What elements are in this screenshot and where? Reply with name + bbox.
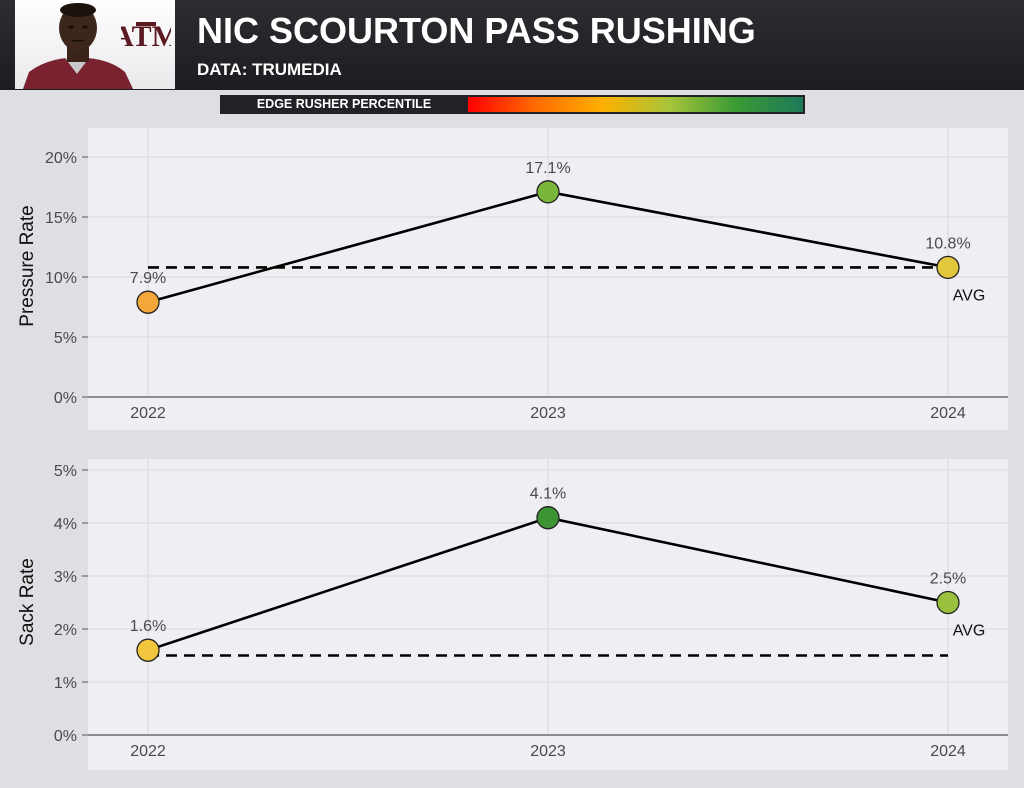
data-label: 1.6% bbox=[130, 618, 166, 635]
player-photo-panel: ATM bbox=[15, 0, 175, 89]
page-title: NIC SCOURTON PASS RUSHING bbox=[197, 10, 756, 51]
chart-panel-2: 0% 1% 2% 3% 4% 5% 2022 2023 2024 Sack Rate 1.6% 4.1… bbox=[17, 459, 1008, 770]
data-point bbox=[936, 255, 960, 280]
data-label: 2.5% bbox=[930, 571, 966, 588]
data-point bbox=[536, 180, 560, 204]
y-tick-label: 0% bbox=[54, 728, 77, 745]
avg-label: AVG bbox=[953, 287, 986, 304]
legend-label: EDGE RUSHER PERCENTILE bbox=[256, 97, 432, 111]
x-tick-label: 2023 bbox=[530, 743, 566, 760]
header: ATM NIC SCOURTON PASS RUSHING DATA: TRUM… bbox=[0, 0, 1024, 90]
texas-am-logo-icon: ATM bbox=[121, 20, 171, 53]
y-axis-label: Pressure Rate bbox=[17, 205, 38, 326]
x-tick-label: 2023 bbox=[530, 405, 566, 422]
y-tick-label: 10% bbox=[45, 270, 77, 287]
data-point bbox=[136, 290, 160, 314]
data-label: 7.9% bbox=[130, 270, 166, 287]
y-tick-label: 5% bbox=[54, 463, 77, 480]
chart-panel-1: 0% 5% 10% 15% 20% 2022 2023 2024 Pressure Rate 7.… bbox=[17, 128, 1008, 430]
y-tick-label: 2% bbox=[54, 622, 77, 639]
y-tick-label: 3% bbox=[54, 569, 77, 586]
x-tick-label: 2022 bbox=[130, 405, 166, 422]
data-label: 10.8% bbox=[925, 235, 970, 252]
y-tick-label: 4% bbox=[54, 516, 77, 533]
x-tick-label: 2024 bbox=[930, 743, 966, 760]
y-tick-label: 0% bbox=[54, 390, 77, 407]
data-point bbox=[136, 638, 160, 662]
page-subtitle: DATA: TRUMEDIA bbox=[197, 60, 342, 79]
data-point bbox=[936, 590, 960, 615]
data-point bbox=[536, 506, 560, 530]
player-photo bbox=[23, 3, 133, 89]
data-label: 17.1% bbox=[525, 160, 570, 177]
y-axis-label: Sack Rate bbox=[17, 558, 38, 646]
data-label: 4.1% bbox=[530, 486, 566, 503]
legend-color-gradient bbox=[468, 97, 803, 112]
y-tick-label: 15% bbox=[45, 210, 77, 227]
y-tick-label: 20% bbox=[45, 150, 77, 167]
y-tick-label: 5% bbox=[54, 330, 77, 347]
percentile-legend: EDGE RUSHER PERCENTILE bbox=[220, 95, 805, 114]
x-tick-label: 2022 bbox=[130, 743, 166, 760]
y-tick-label: 1% bbox=[54, 675, 77, 692]
avg-label: AVG bbox=[953, 623, 986, 640]
x-tick-label: 2024 bbox=[930, 405, 966, 422]
